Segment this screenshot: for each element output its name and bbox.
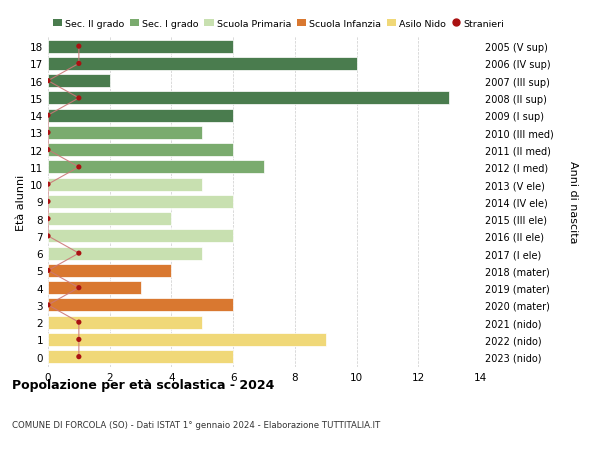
Bar [48, 40, 233, 54]
Bar [48, 178, 202, 191]
Point [43, 129, 53, 137]
Legend: Sec. II grado, Sec. I grado, Scuola Primaria, Scuola Infanzia, Asilo Nido, Stran: Sec. II grado, Sec. I grado, Scuola Prim… [53, 20, 505, 29]
Bar [48, 196, 233, 208]
Point [74, 250, 83, 257]
Point [74, 319, 83, 326]
Text: Popolazione per età scolastica - 2024: Popolazione per età scolastica - 2024 [12, 379, 274, 392]
Text: COMUNE DI FORCOLA (SO) - Dati ISTAT 1° gennaio 2024 - Elaborazione TUTTITALIA.IT: COMUNE DI FORCOLA (SO) - Dati ISTAT 1° g… [12, 420, 380, 429]
Point [43, 302, 53, 309]
Bar [48, 316, 202, 329]
Bar [48, 75, 110, 88]
Point [74, 95, 83, 102]
Y-axis label: Età alunni: Età alunni [16, 174, 26, 230]
Bar [48, 333, 326, 346]
Point [43, 147, 53, 154]
Bar [48, 58, 356, 71]
Bar [48, 247, 202, 260]
Point [74, 164, 83, 171]
Bar [48, 127, 202, 140]
Bar [48, 299, 233, 312]
Bar [48, 281, 140, 295]
Point [74, 284, 83, 292]
Point [43, 181, 53, 188]
Bar [48, 144, 233, 157]
Point [43, 267, 53, 274]
Bar [48, 161, 264, 174]
Bar [48, 92, 449, 105]
Point [74, 336, 83, 343]
Point [43, 112, 53, 120]
Bar [48, 264, 172, 277]
Point [43, 198, 53, 206]
Point [43, 233, 53, 240]
Point [43, 215, 53, 223]
Bar [48, 213, 172, 226]
Bar [48, 109, 233, 123]
Point [43, 78, 53, 85]
Point [74, 61, 83, 68]
Y-axis label: Anni di nascita: Anni di nascita [568, 161, 577, 243]
Point [74, 44, 83, 51]
Point [74, 353, 83, 361]
Bar [48, 230, 233, 243]
Bar [48, 350, 233, 364]
